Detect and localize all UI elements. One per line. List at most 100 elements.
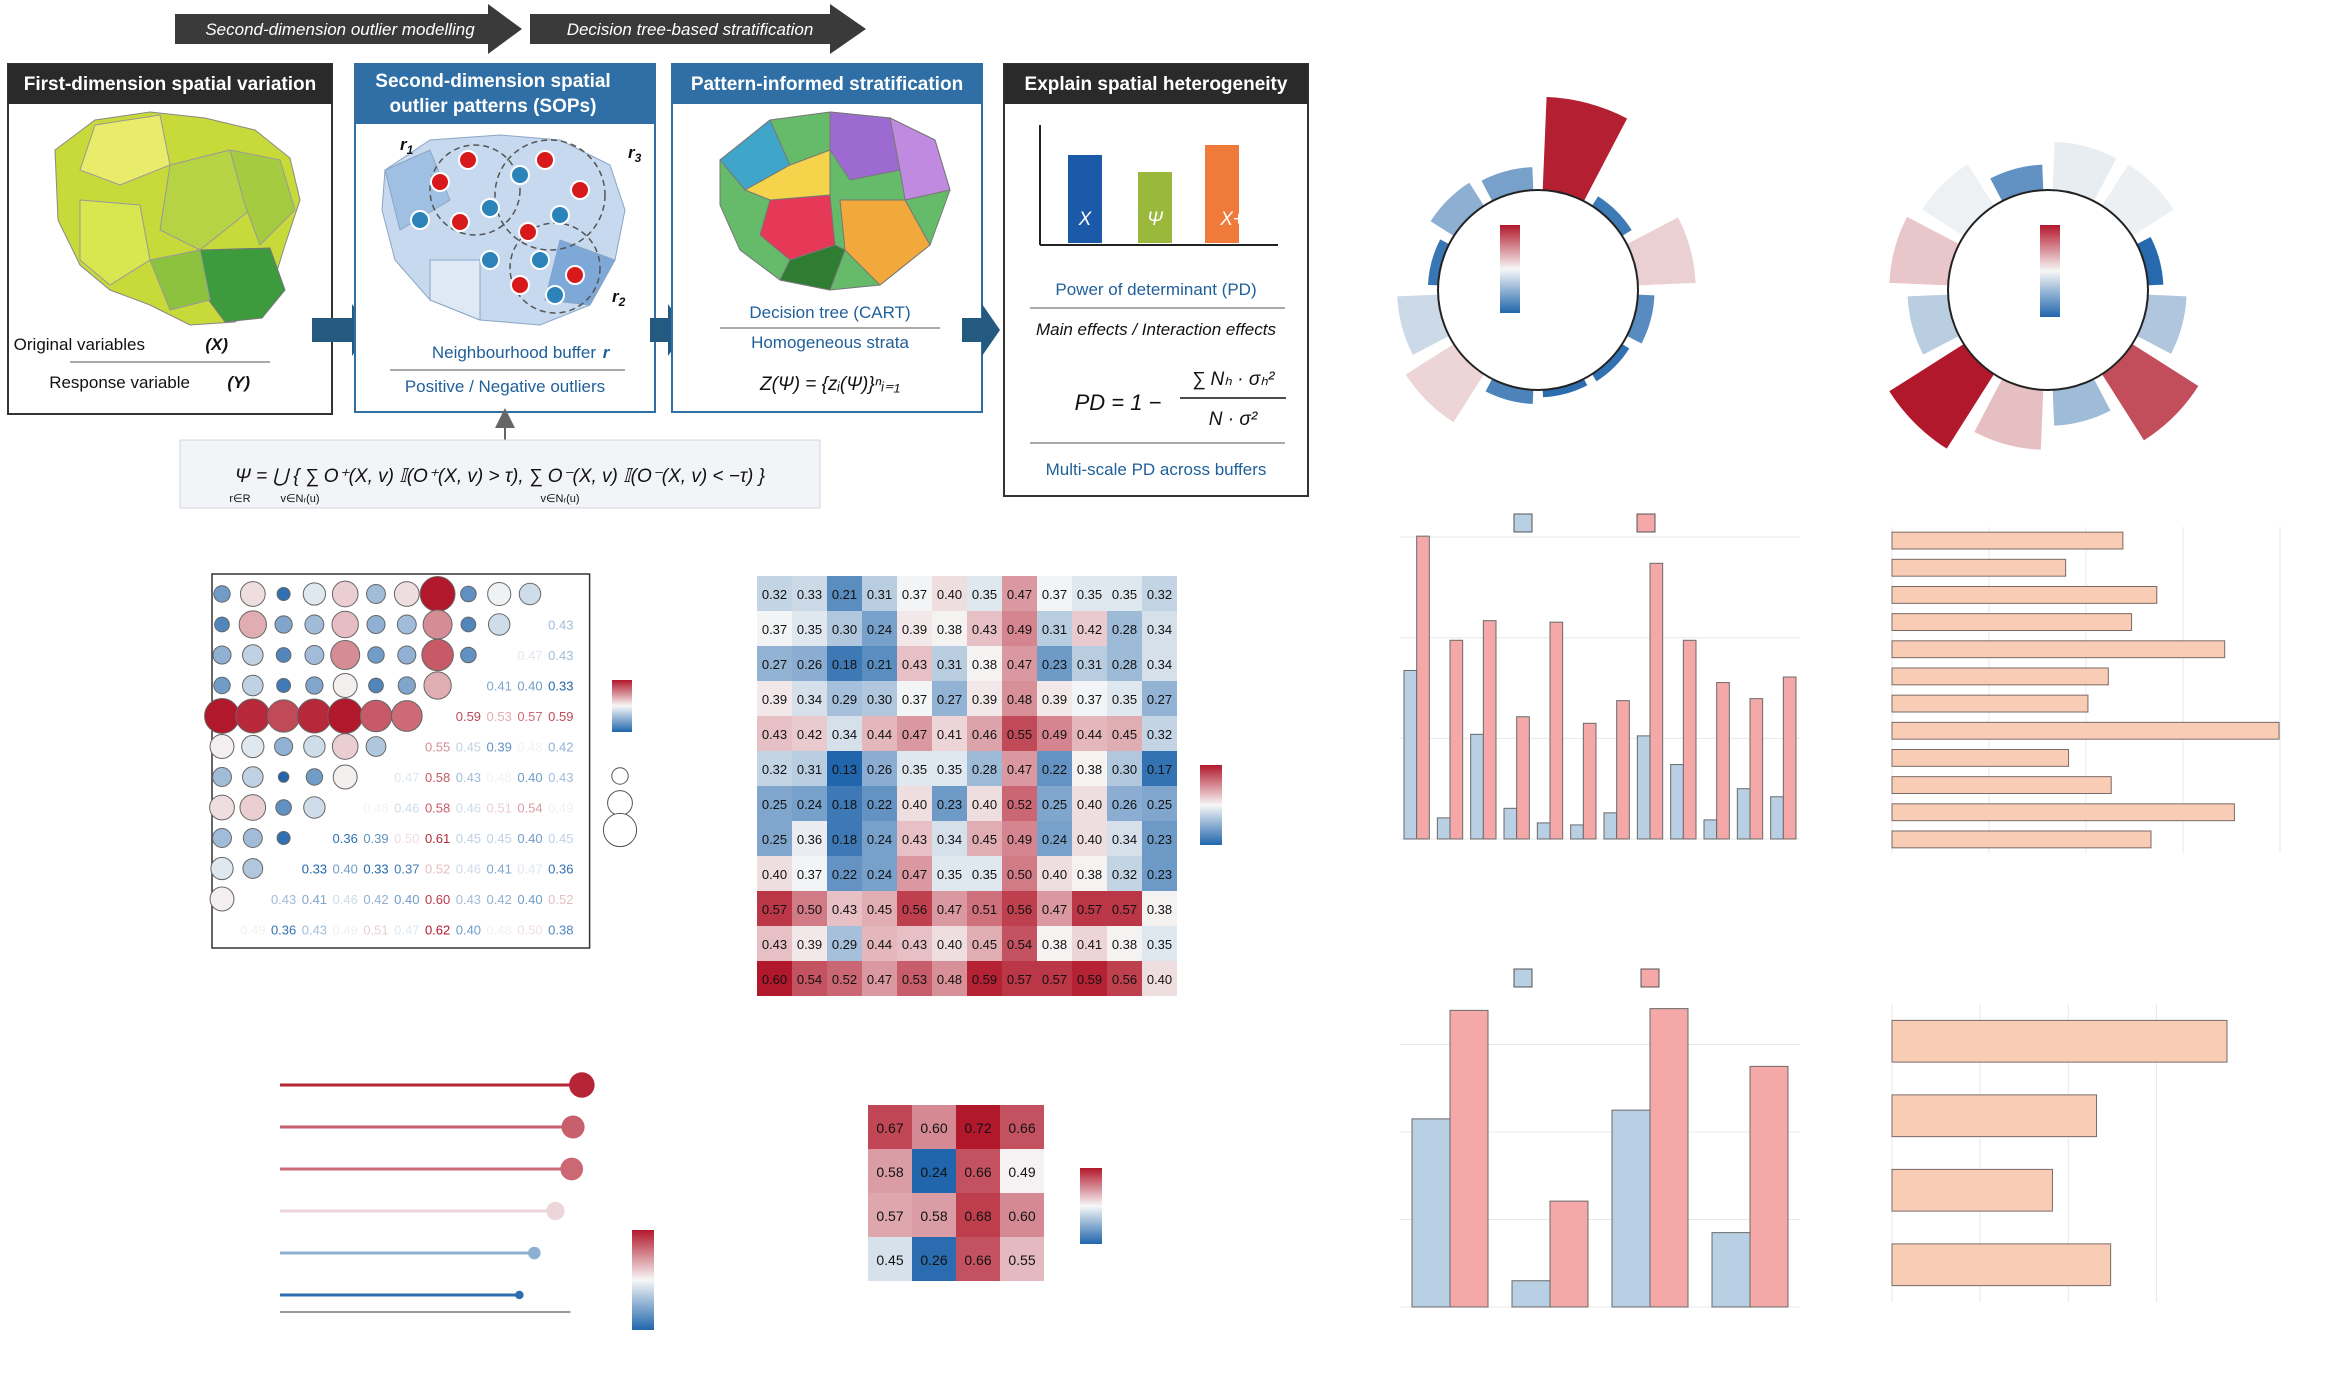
- cell-value: 0.39: [762, 692, 787, 707]
- bar: [1770, 796, 1784, 840]
- negative-outlier-dot: [410, 210, 430, 230]
- heat-cell: [1002, 961, 1037, 996]
- cell-value: 0.36: [271, 923, 296, 938]
- cell-value: 0.49: [1008, 1164, 1035, 1180]
- bubble: [304, 645, 325, 665]
- bar: [1649, 562, 1664, 840]
- cell-value: 0.40: [937, 587, 962, 602]
- cell-value: 0.58: [920, 1208, 947, 1224]
- bubble: [332, 673, 358, 698]
- bar: [1616, 700, 1630, 840]
- heat-cell: [827, 821, 862, 856]
- bar: [1436, 817, 1451, 840]
- cell-value: 0.50: [797, 902, 822, 917]
- heat-cell: [1002, 891, 1037, 926]
- cell-value: 0.57: [1112, 902, 1137, 917]
- cell-value: 0.46: [972, 727, 997, 742]
- heat-cell: [897, 576, 932, 611]
- heat-cell: [932, 786, 967, 821]
- cell-value: 0.49: [240, 923, 265, 938]
- chart-diff-variable: [1891, 527, 2281, 853]
- heat-cell: [1072, 891, 1107, 926]
- heat-cell: [912, 1237, 956, 1281]
- cell-value: 0.58: [425, 801, 450, 816]
- cell-value: 0.38: [972, 657, 997, 672]
- cell-value: 0.47: [394, 770, 419, 785]
- chart-grouped-category: [1400, 968, 1800, 1308]
- heat-cell: [1002, 821, 1037, 856]
- heat-cell: [1107, 926, 1142, 961]
- cell-value: 0.56: [1007, 902, 1032, 917]
- cell-value: 0.29: [832, 937, 857, 952]
- cell-value: 0.43: [548, 618, 573, 633]
- bubble: [331, 733, 359, 760]
- lollipop-point: [560, 1157, 584, 1181]
- bubble: [331, 610, 359, 639]
- cell-value: 0.34: [937, 832, 962, 847]
- cell-value: 0.17: [1147, 762, 1172, 777]
- box-second-title2: outlier patterns (SOPs): [390, 96, 597, 117]
- heat-cell: [757, 926, 792, 961]
- heat-cell: [792, 961, 827, 996]
- cell-value: 0.48: [487, 770, 512, 785]
- cell-value: 0.23: [1042, 657, 1067, 672]
- heat-cell: [1037, 961, 1072, 996]
- diff-bar: [1891, 803, 2235, 822]
- cell-value: 0.43: [271, 892, 296, 907]
- cell-value: 0.40: [902, 797, 927, 812]
- cell-value: 0.38: [937, 622, 962, 637]
- cell-value: 0.57: [1042, 972, 1067, 987]
- chart-heatmap-d: 0.67 0.60 0.72 0.66 0.58 0.24 0.66 0.49 0.57 0.58…: [868, 1105, 1102, 1281]
- cell-value: 0.37: [902, 692, 927, 707]
- bar: [1549, 1200, 1589, 1308]
- diff-bar: [1891, 1094, 2098, 1138]
- cell-value: 0.24: [867, 622, 892, 637]
- chart-heatmap-c: 0.32 0.33 0.21 0.31 0.37 0.40 0.35 0.47 0.37 0.35…: [757, 576, 1222, 996]
- workflow-arrows: Second-dimension outlier modelling Decis…: [175, 4, 866, 54]
- size-legend-circle: [607, 790, 633, 816]
- bubble: [359, 699, 393, 733]
- heat-cell: [757, 786, 792, 821]
- cell-value: 0.25: [1042, 797, 1067, 812]
- cell-value: 0.50: [1007, 867, 1032, 882]
- cell-value: 0.43: [548, 770, 573, 785]
- bar: [1549, 621, 1564, 840]
- cell-value: 0.45: [456, 831, 481, 846]
- cell-value: 0.66: [1008, 1120, 1035, 1136]
- cell-value: 0.49: [333, 923, 358, 938]
- heat-cell: [1037, 611, 1072, 646]
- bubble: [332, 764, 358, 790]
- heat-cell: [932, 856, 967, 891]
- heat-cell: [1142, 961, 1177, 996]
- cell-value: 0.37: [394, 862, 419, 877]
- heat-cell: [792, 576, 827, 611]
- cell-value: 0.48: [487, 923, 512, 938]
- bar: [1470, 733, 1484, 840]
- heat-cell: [967, 961, 1002, 996]
- diff-bar: [1891, 558, 2067, 577]
- radius-r3: r3: [628, 143, 642, 165]
- bubble: [235, 698, 271, 734]
- heat-cell: [1002, 576, 1037, 611]
- heat-cell: [792, 751, 827, 786]
- cell-value: 0.43: [762, 937, 787, 952]
- heat-cell: [862, 926, 897, 961]
- heat-cell: [967, 786, 1002, 821]
- diff-bar: [1891, 1243, 2112, 1287]
- cell-value: 0.60: [920, 1120, 947, 1136]
- cell-value: 0.72: [964, 1120, 991, 1136]
- bar-psi-label: Ψ: [1147, 209, 1164, 230]
- bubble: [304, 614, 325, 635]
- cell-value: 0.54: [1007, 937, 1032, 952]
- cell-value: 0.13: [832, 762, 857, 777]
- heat-cell: [1142, 611, 1177, 646]
- cell-value: 0.21: [867, 657, 892, 672]
- cell-value: 0.35: [902, 762, 927, 777]
- heat-cell: [757, 681, 792, 716]
- heat-cell: [862, 856, 897, 891]
- heat-cell: [932, 611, 967, 646]
- heat-cell: [827, 576, 862, 611]
- size-legend-circle: [611, 767, 629, 785]
- cell-value: 0.35: [1147, 937, 1172, 952]
- cell-value: 0.40: [762, 867, 787, 882]
